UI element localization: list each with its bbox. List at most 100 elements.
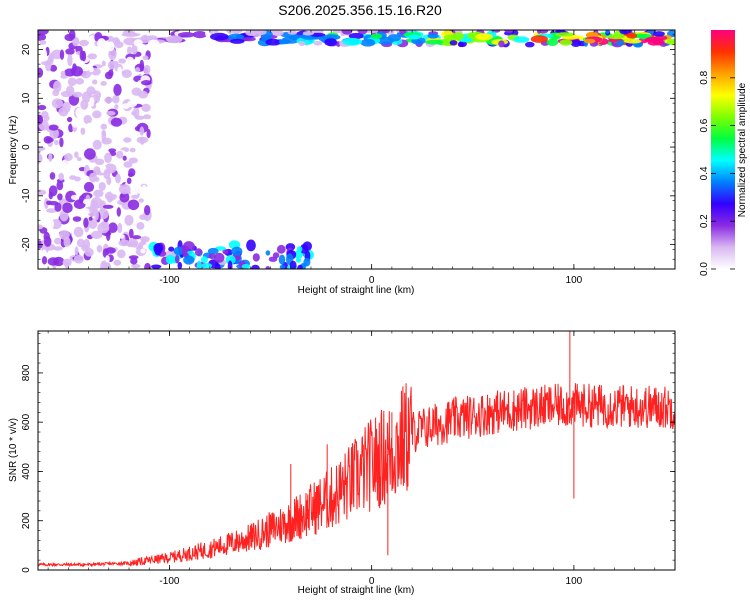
snr-x-ticks: -100 0 100	[47, 331, 676, 587]
heatmap-cell	[85, 122, 94, 134]
heatmap-cell	[49, 64, 58, 72]
heatmap-x-label: Height of straight line (km)	[298, 285, 415, 296]
heatmap-cell	[70, 194, 80, 201]
heatmap-cell	[229, 38, 245, 44]
heatmap-cell	[177, 261, 183, 269]
heatmap-cell	[58, 172, 64, 181]
colorbar-ticks: 0.0 0.2 0.4 0.6 0.8	[699, 70, 735, 276]
heatmap-cell	[60, 70, 66, 77]
heatmap-cell	[107, 195, 113, 203]
heatmap-cell	[143, 114, 152, 120]
heatmap-cell	[59, 137, 64, 148]
heatmap-cells	[38, 30, 675, 269]
heatmap-y-tick-label: 0	[21, 144, 32, 150]
heatmap-cell	[195, 248, 203, 257]
heatmap-cell	[148, 39, 160, 48]
heatmap-cell	[348, 32, 364, 40]
heatmap-cell	[116, 207, 122, 217]
heatmap-cell	[183, 255, 195, 265]
heatmap-cell	[62, 202, 73, 214]
heatmap-cell	[387, 34, 401, 42]
heatmap-cell	[131, 263, 141, 269]
heatmap-cell	[103, 169, 111, 180]
heatmap-cell	[63, 165, 75, 174]
heatmap-cell	[192, 30, 207, 39]
heatmap-cell	[38, 146, 46, 152]
heatmap-cell	[513, 36, 530, 43]
heatmap-cell	[59, 49, 65, 60]
heatmap-cell	[265, 250, 271, 256]
heatmap-cell	[56, 180, 64, 191]
heatmap-cell	[93, 189, 104, 198]
heatmap-cell	[66, 85, 75, 97]
heatmap-cell	[324, 38, 338, 47]
snr-x-tick-label: 0	[369, 576, 375, 587]
heatmap-cell	[104, 97, 113, 104]
heatmap-cell	[287, 30, 298, 35]
heatmap-cell	[68, 30, 76, 40]
heatmap-cell	[313, 41, 323, 46]
snr-x-label: Height of straight line (km)	[298, 585, 415, 596]
heatmap-cell	[114, 41, 124, 49]
snr-panel: -100 0 100 0 200 400 600 800 Height of straigh…	[8, 330, 676, 596]
heatmap-cell	[94, 176, 100, 182]
heatmap-cell	[117, 66, 123, 77]
heatmap-cell	[38, 67, 44, 78]
heatmap-cell	[616, 40, 625, 46]
heatmap-cell	[381, 30, 390, 34]
heatmap-cell	[213, 252, 225, 263]
heatmap-cell	[83, 181, 95, 193]
heatmap-cell	[38, 261, 42, 269]
heatmap-cell	[83, 217, 89, 228]
heatmap-cell	[57, 193, 63, 201]
heatmap-cell	[119, 192, 130, 203]
heatmap-cell	[634, 33, 646, 39]
heatmap-cell	[151, 264, 162, 269]
heatmap-cell	[141, 184, 147, 194]
heatmap-cell	[88, 218, 98, 229]
snr-y-ticks: 0 200 400 600 800	[21, 333, 675, 573]
heatmap-cell	[97, 222, 110, 234]
heatmap-cell	[128, 228, 134, 239]
heatmap-cell	[91, 230, 103, 239]
heatmap-cell	[105, 262, 112, 269]
heatmap-cell	[66, 116, 73, 123]
heatmap-cell	[101, 137, 112, 145]
heatmap-cell	[82, 239, 91, 251]
heatmap-cell	[118, 239, 131, 247]
heatmap-cell	[75, 78, 84, 85]
heatmap-cell	[38, 114, 44, 125]
heatmap-cell	[127, 199, 140, 211]
heatmap-cell	[105, 255, 110, 263]
heatmap-y-label: Frequency (Hz)	[8, 116, 19, 185]
snr-series-line	[38, 383, 675, 568]
heatmap-cell	[138, 198, 144, 203]
heatmap-cell	[293, 250, 303, 259]
heatmap-cell	[205, 30, 211, 37]
heatmap-cell	[54, 139, 59, 146]
snr-x-tick-label: 100	[566, 576, 583, 587]
heatmap-cell	[127, 46, 132, 55]
heatmap-cell	[132, 235, 142, 240]
heatmap-cell	[63, 236, 71, 248]
heatmap-cell	[370, 33, 383, 39]
heatmap-cell	[128, 157, 138, 164]
heatmap-cell	[144, 205, 151, 216]
snr-y-tick-label: 600	[21, 413, 32, 430]
heatmap-cell	[425, 39, 444, 45]
heatmap-cell	[133, 39, 143, 47]
heatmap-cell	[46, 208, 58, 214]
heatmap-cell	[265, 266, 271, 269]
heatmap-cell	[80, 127, 86, 135]
heatmap-cell	[65, 48, 75, 55]
colorbar-tick-label: 0.6	[699, 118, 710, 132]
heatmap-cell	[126, 177, 132, 184]
heatmap-cell	[73, 254, 84, 264]
heatmap-cell	[92, 110, 102, 119]
heatmap-cell	[38, 33, 47, 41]
heatmap-cell	[175, 254, 180, 264]
heatmap-cell	[102, 204, 114, 209]
heatmap-cell	[296, 246, 303, 253]
heatmap-cell	[101, 60, 106, 67]
